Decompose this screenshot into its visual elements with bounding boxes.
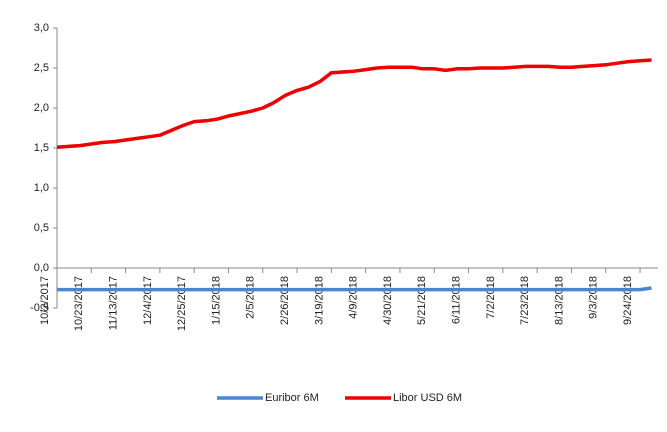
y-tick-label: 2,5 [34, 62, 49, 74]
x-tick-label: 10/2/2017 [39, 276, 51, 325]
x-tick-label: 9/24/2018 [622, 276, 634, 325]
y-tick-label: -0,5 [30, 302, 49, 314]
y-tick-label: 1,5 [34, 142, 49, 154]
x-tick-label: 1/15/2018 [210, 276, 222, 325]
x-tick-label: 10/23/2017 [73, 276, 85, 331]
y-tick-label: 0,0 [34, 262, 49, 274]
legend-label: Libor USD 6M [393, 392, 462, 404]
x-tick-label: 12/25/2017 [176, 276, 188, 331]
x-tick-label: 5/21/2018 [416, 276, 428, 325]
x-tick-label: 4/9/2018 [348, 276, 360, 319]
x-tick-label: 3/19/2018 [313, 276, 325, 325]
y-tick-label: 0,5 [34, 222, 49, 234]
x-tick-label: 11/13/2017 [107, 276, 119, 330]
series-line [57, 286, 652, 292]
series-line [56, 58, 652, 149]
y-tick-label: 1,0 [34, 182, 49, 194]
x-tick-label: 8/13/2018 [553, 276, 565, 325]
y-tick-label: 3,0 [34, 22, 49, 34]
x-tick-label: 4/30/2018 [382, 276, 394, 325]
legend-label: Euribor 6M [265, 392, 319, 404]
x-tick-label: 6/11/2018 [450, 276, 462, 324]
x-tick-label: 9/3/2018 [588, 276, 600, 319]
x-tick-label: 7/2/2018 [485, 276, 497, 319]
x-tick-label: 7/23/2018 [519, 276, 531, 325]
x-tick-label: 12/4/2017 [142, 276, 154, 325]
x-tick-label: 2/5/2018 [245, 276, 257, 319]
x-tick-label: 2/26/2018 [279, 276, 291, 325]
y-tick-label: 2,0 [34, 102, 49, 114]
